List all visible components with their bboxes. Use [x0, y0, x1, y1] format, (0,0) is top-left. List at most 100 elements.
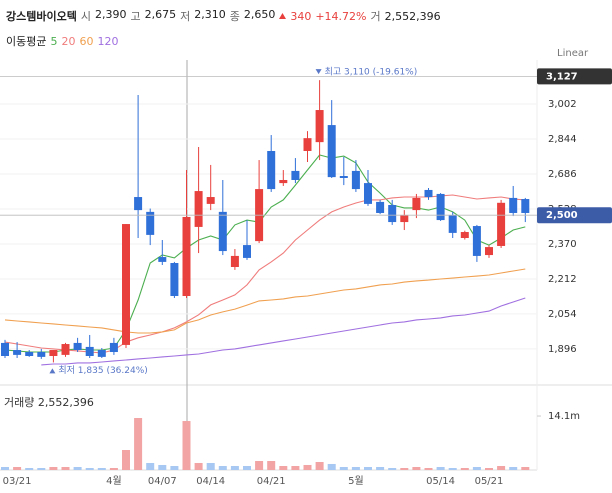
candle-body — [206, 197, 215, 204]
candle-body — [13, 350, 22, 355]
volume-bar — [158, 464, 167, 470]
volume-bar — [291, 466, 300, 470]
scale-label: Linear — [557, 48, 589, 59]
y-tick-label: 2,844 — [548, 134, 577, 145]
candle-body — [448, 214, 457, 233]
volume-bar — [485, 468, 493, 470]
ma-line — [4, 268, 526, 334]
candle-body — [267, 150, 276, 190]
volume-bar — [303, 464, 312, 470]
volume-bar — [267, 461, 276, 470]
price-label: 2,500 — [546, 210, 578, 221]
legend-item: 5 — [50, 34, 58, 48]
candle-body — [134, 197, 143, 211]
candle-body — [424, 189, 433, 198]
annotation-marker — [315, 69, 322, 75]
field-value: 2,390 — [94, 8, 127, 21]
volume-bar — [218, 466, 227, 470]
volume-bar — [85, 468, 94, 470]
candle-body — [521, 199, 530, 213]
volume-bar — [412, 467, 421, 470]
candle-body — [412, 197, 421, 211]
field-label: 고 — [130, 10, 141, 23]
volume-bar — [206, 462, 215, 470]
annotation-marker — [49, 368, 56, 374]
y-tick-label: 2,686 — [548, 169, 577, 180]
candle-body — [303, 138, 312, 151]
field-label: 종 — [229, 10, 240, 23]
field-label: 시 — [80, 10, 91, 23]
legend-item: 20 — [61, 34, 76, 48]
candle-body — [315, 110, 324, 143]
x-tick-label: 04/21 — [257, 476, 286, 487]
candle-body — [339, 176, 348, 179]
candle-body — [158, 257, 167, 262]
candle-body — [194, 191, 203, 227]
candle-body — [85, 346, 94, 356]
volume-bar — [327, 463, 336, 470]
price-label: 3,127 — [546, 71, 578, 82]
candle-body — [497, 202, 506, 246]
volume-value: 2,552,396 — [384, 9, 441, 23]
volume-bar — [49, 467, 58, 470]
x-tick-label: 05/14 — [426, 476, 455, 487]
field-value: 2,675 — [144, 8, 177, 21]
x-tick-label: 04/14 — [196, 476, 225, 487]
volume-bar — [436, 467, 445, 470]
candle-body — [37, 352, 46, 357]
candle-body — [122, 224, 130, 345]
x-tick-label: 04/07 — [148, 476, 177, 487]
legend-item: 120 — [97, 34, 119, 48]
volume-bar — [472, 467, 481, 470]
ma-line — [4, 194, 526, 354]
y-tick-label: 2,370 — [548, 239, 577, 250]
volume-bar — [194, 462, 203, 470]
change: 340 — [290, 9, 312, 23]
stock-name: 강스템바이오텍 — [6, 10, 77, 23]
volume-bar — [37, 468, 46, 470]
volume-bar — [279, 466, 288, 470]
candle-body — [364, 183, 372, 204]
legend-item: 60 — [79, 34, 94, 48]
volume-bar — [182, 421, 191, 470]
candle-body — [509, 197, 518, 213]
up-icon — [279, 13, 287, 19]
header: 강스템바이오텍 시 2,390 고 2,675 저 2,310 종 2,650 340 +14… — [6, 8, 441, 24]
candle-body — [279, 179, 288, 184]
volume-bar — [1, 467, 9, 470]
volume-label: 거 — [370, 10, 381, 23]
candle-body — [109, 342, 118, 353]
price-box — [537, 207, 612, 224]
volume-bar — [448, 468, 457, 470]
volume-bar — [73, 467, 82, 470]
y-tick-label: 2,212 — [548, 274, 577, 285]
candle-body — [460, 232, 469, 238]
volume-bar — [400, 468, 409, 470]
x-tick-label: 5월 — [348, 475, 364, 487]
volume-bar — [497, 466, 506, 470]
volume-bar — [339, 467, 348, 470]
candle-body — [243, 245, 251, 258]
candle-body — [472, 226, 481, 256]
candle-body — [49, 350, 58, 356]
ma-line — [41, 297, 526, 366]
volume-bar — [388, 468, 397, 470]
candle-body — [25, 352, 34, 356]
price-box — [537, 68, 612, 85]
candle-body — [376, 201, 385, 213]
volume-bar — [255, 461, 264, 470]
volume-bar — [509, 467, 518, 470]
candle-body — [388, 205, 397, 223]
volume-bar — [13, 467, 22, 470]
candle-body — [182, 216, 191, 297]
x-tick-label: 4월 — [106, 475, 122, 487]
annotation: 최고 3,110 (-19.61%) — [325, 67, 418, 78]
candle-body — [1, 342, 9, 356]
volume-bar — [364, 467, 372, 470]
y-tick-label: 1,896 — [548, 344, 577, 355]
field-value: 2,650 — [243, 8, 276, 21]
volume-title: 거래량 2,552,396 — [4, 396, 94, 409]
candle-body — [170, 263, 179, 297]
